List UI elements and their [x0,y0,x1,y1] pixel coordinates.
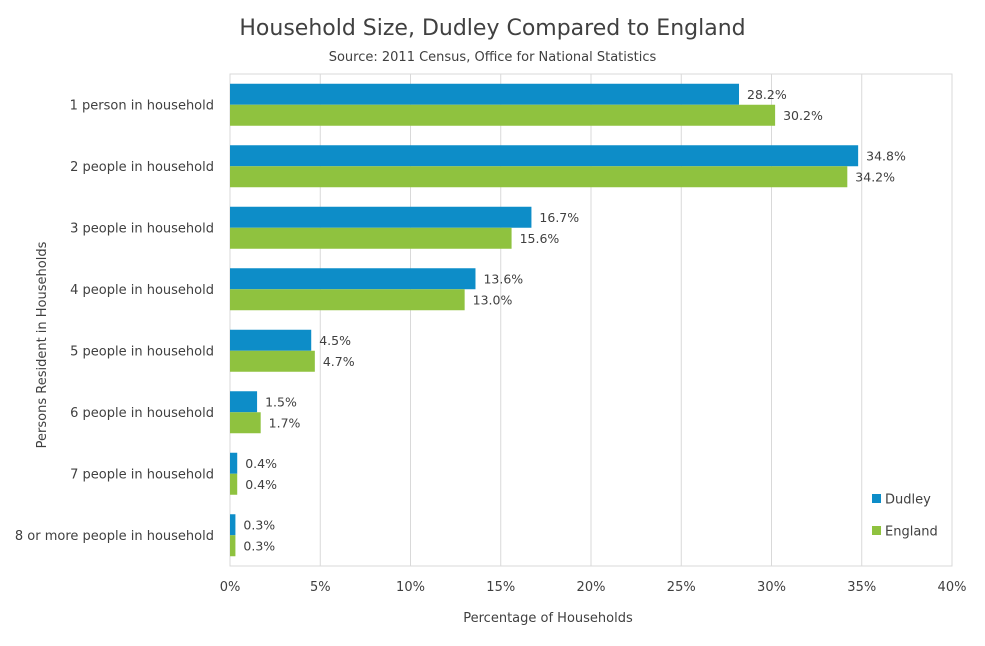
data-label: 0.4% [245,456,277,471]
x-tick-label: 25% [667,580,696,595]
legend-label: England [885,525,938,540]
data-label: 4.5% [319,333,351,348]
chart-subtitle: Source: 2011 Census, Office for National… [328,50,657,65]
bar-england [230,473,238,495]
bar-dudley [230,145,859,167]
data-label: 15.6% [520,231,560,246]
bar-england [230,350,315,372]
legend-swatch [872,526,881,535]
bar-england [230,412,261,434]
bar-dudley [230,514,236,536]
category-label: 4 people in household [70,283,214,298]
x-tick-label: 30% [757,580,786,595]
x-tick-label: 40% [938,580,967,595]
x-tick-label: 20% [577,580,606,595]
x-tick-label: 0% [220,580,241,595]
legend-swatch [872,494,881,503]
bar-england [230,227,512,249]
category-label: 2 people in household [70,160,214,175]
data-label: 0.3% [243,517,275,532]
data-label: 0.4% [245,477,277,492]
category-label: 6 people in household [70,406,214,421]
bar-dudley [230,268,476,290]
data-label: 4.7% [323,354,355,369]
bar-england [230,166,848,188]
data-label: 30.2% [783,108,823,123]
x-tick-label: 15% [486,580,515,595]
data-label: 34.2% [855,169,895,184]
data-label: 28.2% [747,87,787,102]
bar-england [230,289,465,311]
data-label: 1.7% [269,415,301,430]
bar-england [230,535,236,557]
category-label: 1 person in household [70,98,214,113]
data-label: 34.8% [866,148,906,163]
category-label: 8 or more people in household [15,529,214,544]
bar-dudley [230,83,740,105]
category-label: 5 people in household [70,344,214,359]
category-label: 3 people in household [70,221,214,236]
x-tick-label: 35% [847,580,876,595]
data-label: 16.7% [539,210,579,225]
x-axis-title: Percentage of Households [463,611,633,626]
bar-dudley [230,329,312,351]
y-axis-title: Persons Resident in Households [35,241,50,448]
x-tick-label: 5% [310,580,331,595]
bar-england [230,104,776,126]
category-label: 7 people in household [70,467,214,482]
legend-label: Dudley [885,493,931,508]
data-label: 13.6% [483,271,523,286]
bar-dudley [230,206,532,228]
x-tick-label: 10% [396,580,425,595]
bar-dudley [230,391,258,413]
data-label: 1.5% [265,394,297,409]
data-label: 13.0% [473,292,513,307]
data-label: 0.3% [243,538,275,553]
bar-dudley [230,452,238,474]
chart-title: Household Size, Dudley Compared to Engla… [239,16,746,41]
